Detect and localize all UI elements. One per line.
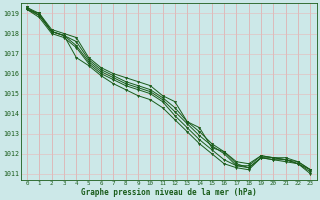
X-axis label: Graphe pression niveau de la mer (hPa): Graphe pression niveau de la mer (hPa) [81, 188, 257, 197]
